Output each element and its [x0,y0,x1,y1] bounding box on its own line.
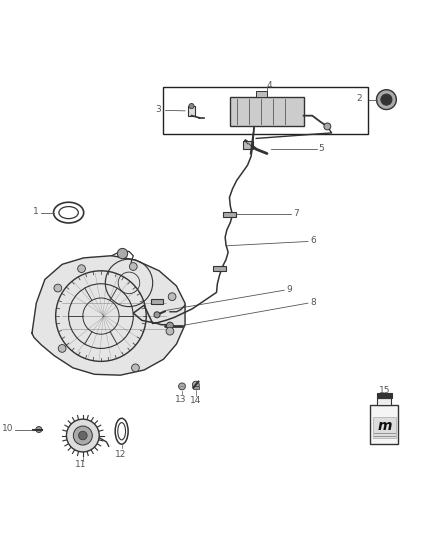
Text: 2: 2 [356,94,362,103]
Text: 14: 14 [190,395,201,405]
Text: 11: 11 [75,461,86,470]
Bar [188,106,194,116]
Circle shape [73,426,92,445]
Text: 4: 4 [266,82,272,90]
Circle shape [117,248,128,259]
Circle shape [58,344,66,352]
Circle shape [179,383,185,390]
Circle shape [78,431,87,440]
Polygon shape [32,256,185,375]
Text: 9: 9 [286,285,292,294]
Bar [378,398,392,406]
Circle shape [377,90,396,110]
Bar [256,92,267,96]
Circle shape [166,327,174,335]
Circle shape [189,103,194,109]
Circle shape [131,364,139,372]
Circle shape [324,123,331,130]
Circle shape [129,263,137,270]
Text: 13: 13 [175,395,187,404]
Bar [371,406,399,444]
Bar [193,386,199,390]
Text: 8: 8 [310,298,316,307]
Circle shape [168,293,176,301]
Text: 6: 6 [310,236,316,245]
Bar [377,393,392,398]
Text: 5: 5 [319,144,325,153]
Circle shape [381,94,392,105]
Text: 7: 7 [293,209,299,218]
Bar [151,299,163,304]
Circle shape [78,265,85,272]
Circle shape [54,284,62,292]
Bar [243,141,253,149]
Text: 15: 15 [379,386,390,395]
Circle shape [67,419,99,452]
Circle shape [154,312,160,318]
Bar [212,266,226,271]
Text: 3: 3 [155,105,161,114]
Bar [163,87,368,134]
Text: 10: 10 [2,424,14,433]
Circle shape [36,426,42,432]
Text: 12: 12 [115,450,127,459]
Circle shape [192,381,199,388]
Bar [373,417,396,438]
Text: m: m [377,418,392,433]
Bar [230,96,304,126]
Circle shape [166,322,173,329]
Text: 1: 1 [33,207,39,216]
Bar [223,212,237,217]
